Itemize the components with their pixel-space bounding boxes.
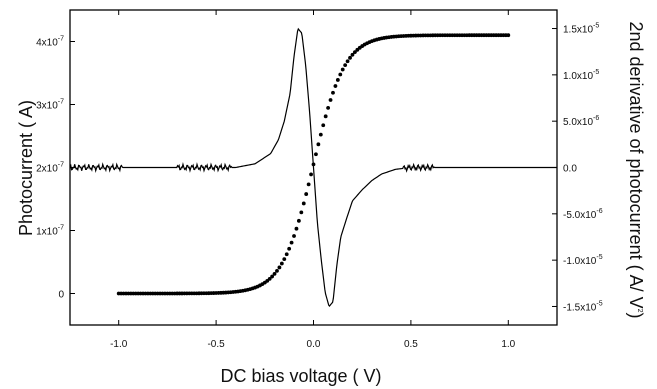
photocurrent-point — [333, 84, 338, 88]
x-tick-label: -0.5 — [207, 339, 225, 350]
y-right-tick-label: 0.0 — [563, 164, 577, 175]
photocurrent-point — [282, 257, 287, 262]
y-left-tick-label: 2x10-7 — [36, 162, 64, 175]
photocurrent-point — [326, 105, 331, 110]
photocurrent-point — [328, 98, 333, 102]
photocurrent-point — [272, 272, 277, 276]
left-axis-title: Photocurrent ( A) — [16, 100, 36, 236]
photocurrent-point — [338, 72, 343, 77]
y-left-tick-label: 4x10-7 — [36, 36, 64, 49]
photocurrent-point — [352, 50, 357, 55]
photocurrent-point — [318, 132, 323, 137]
photocurrent-point — [299, 210, 304, 215]
photocurrent-point — [340, 67, 345, 72]
photocurrent-point — [306, 182, 311, 187]
photocurrent-point — [267, 276, 272, 281]
photocurrent-point — [335, 78, 340, 82]
x-tick-label: -1.0 — [110, 339, 128, 350]
photocurrent-point — [350, 52, 355, 57]
right-axis-title-main: 2nd derivative of photocurrent ( A/ V — [626, 21, 646, 308]
photocurrent-point — [270, 274, 275, 279]
photocurrent-point — [277, 265, 282, 270]
right-axis-title: 2nd derivative of photocurrent ( A/ V2) — [626, 21, 646, 318]
svg-text:2nd derivative of photocurrent: 2nd derivative of photocurrent ( A/ V2) — [626, 21, 646, 318]
photocurrent-point — [289, 240, 294, 245]
photocurrent-point — [296, 218, 301, 223]
y-right-tick-label: 5.0x10-6 — [563, 115, 599, 128]
y-right-tick-label: 1.0x10-5 — [563, 69, 599, 82]
photocurrent-point — [275, 268, 279, 273]
photocurrent-point — [279, 261, 284, 266]
photocurrent-point — [301, 201, 306, 206]
x-axis-title: DC bias voltage ( V) — [220, 366, 381, 386]
photocurrent-point — [292, 234, 296, 238]
photocurrent-point — [331, 90, 335, 95]
photocurrent-point — [304, 192, 309, 196]
photocurrent-point — [294, 226, 299, 231]
y-left-tick-label: 3x10-7 — [36, 99, 64, 112]
photocurrent-point — [323, 114, 328, 119]
y-right-tick-label: -5.0x10-6 — [563, 208, 603, 221]
y-left-tick-label: 0 — [58, 290, 64, 301]
y-right-tick-label: 1.5x10-5 — [563, 23, 599, 36]
x-tick-label: 1.0 — [501, 339, 515, 350]
right-axis-title-sup: 2 — [636, 309, 643, 313]
tick-labels: -1.0 -0.5 0.0 0.5 1.0 0 1x10-7 2x10-7 3x10-7 4x10… — [36, 23, 603, 350]
photocurrent-point — [309, 172, 313, 177]
y-left-tick-label: 1x10-7 — [36, 225, 64, 238]
photocurrent-point — [348, 55, 352, 60]
x-tick-label: 0.0 — [307, 339, 321, 350]
photocurrent-point — [284, 252, 289, 257]
y-right-tick-label: -1.0x10-5 — [563, 254, 603, 267]
photocurrent-point — [316, 142, 321, 147]
photocurrent-point — [287, 246, 292, 251]
photocurrent-point — [321, 123, 326, 128]
photocurrent-series — [116, 33, 511, 296]
second-derivative-line — [69, 27, 557, 307]
y-right-tick-label: -1.5x10-5 — [563, 300, 603, 313]
x-tick-label: 0.5 — [404, 339, 418, 350]
photocurrent-point — [343, 63, 348, 68]
photocurrent-point — [345, 59, 350, 64]
photocurrent-point — [506, 33, 511, 38]
series-layer — [69, 27, 557, 307]
right-axis-title-end: ) — [626, 313, 646, 319]
photocurrent-point — [314, 152, 318, 157]
